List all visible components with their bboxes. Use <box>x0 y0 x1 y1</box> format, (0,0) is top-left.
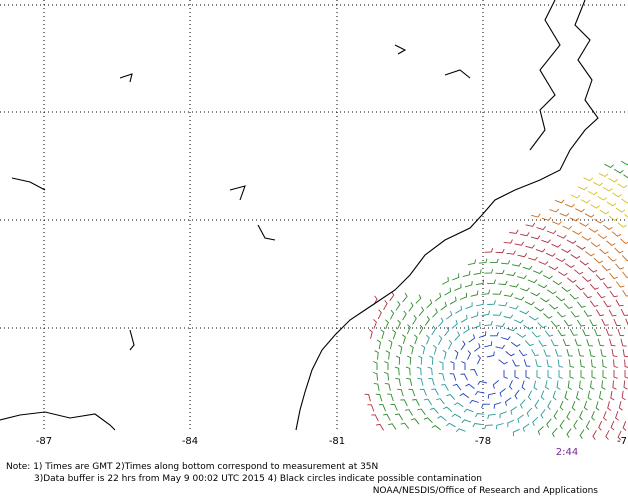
longitude-label: -78 <box>475 436 491 447</box>
time-label: 2:44 <box>556 447 578 458</box>
longitude-label: -7 <box>617 436 627 447</box>
longitude-label: -84 <box>182 436 198 447</box>
longitude-label: -87 <box>36 436 52 447</box>
longitude-label: -81 <box>329 436 345 447</box>
note-line: Note: 1) Times are GMT 2)Times along bot… <box>6 462 378 472</box>
credit: NOAA/NESDIS/Office of Research and Appli… <box>373 486 599 496</box>
note-line: 3)Data buffer is 22 hrs from May 9 00:02… <box>34 474 482 484</box>
